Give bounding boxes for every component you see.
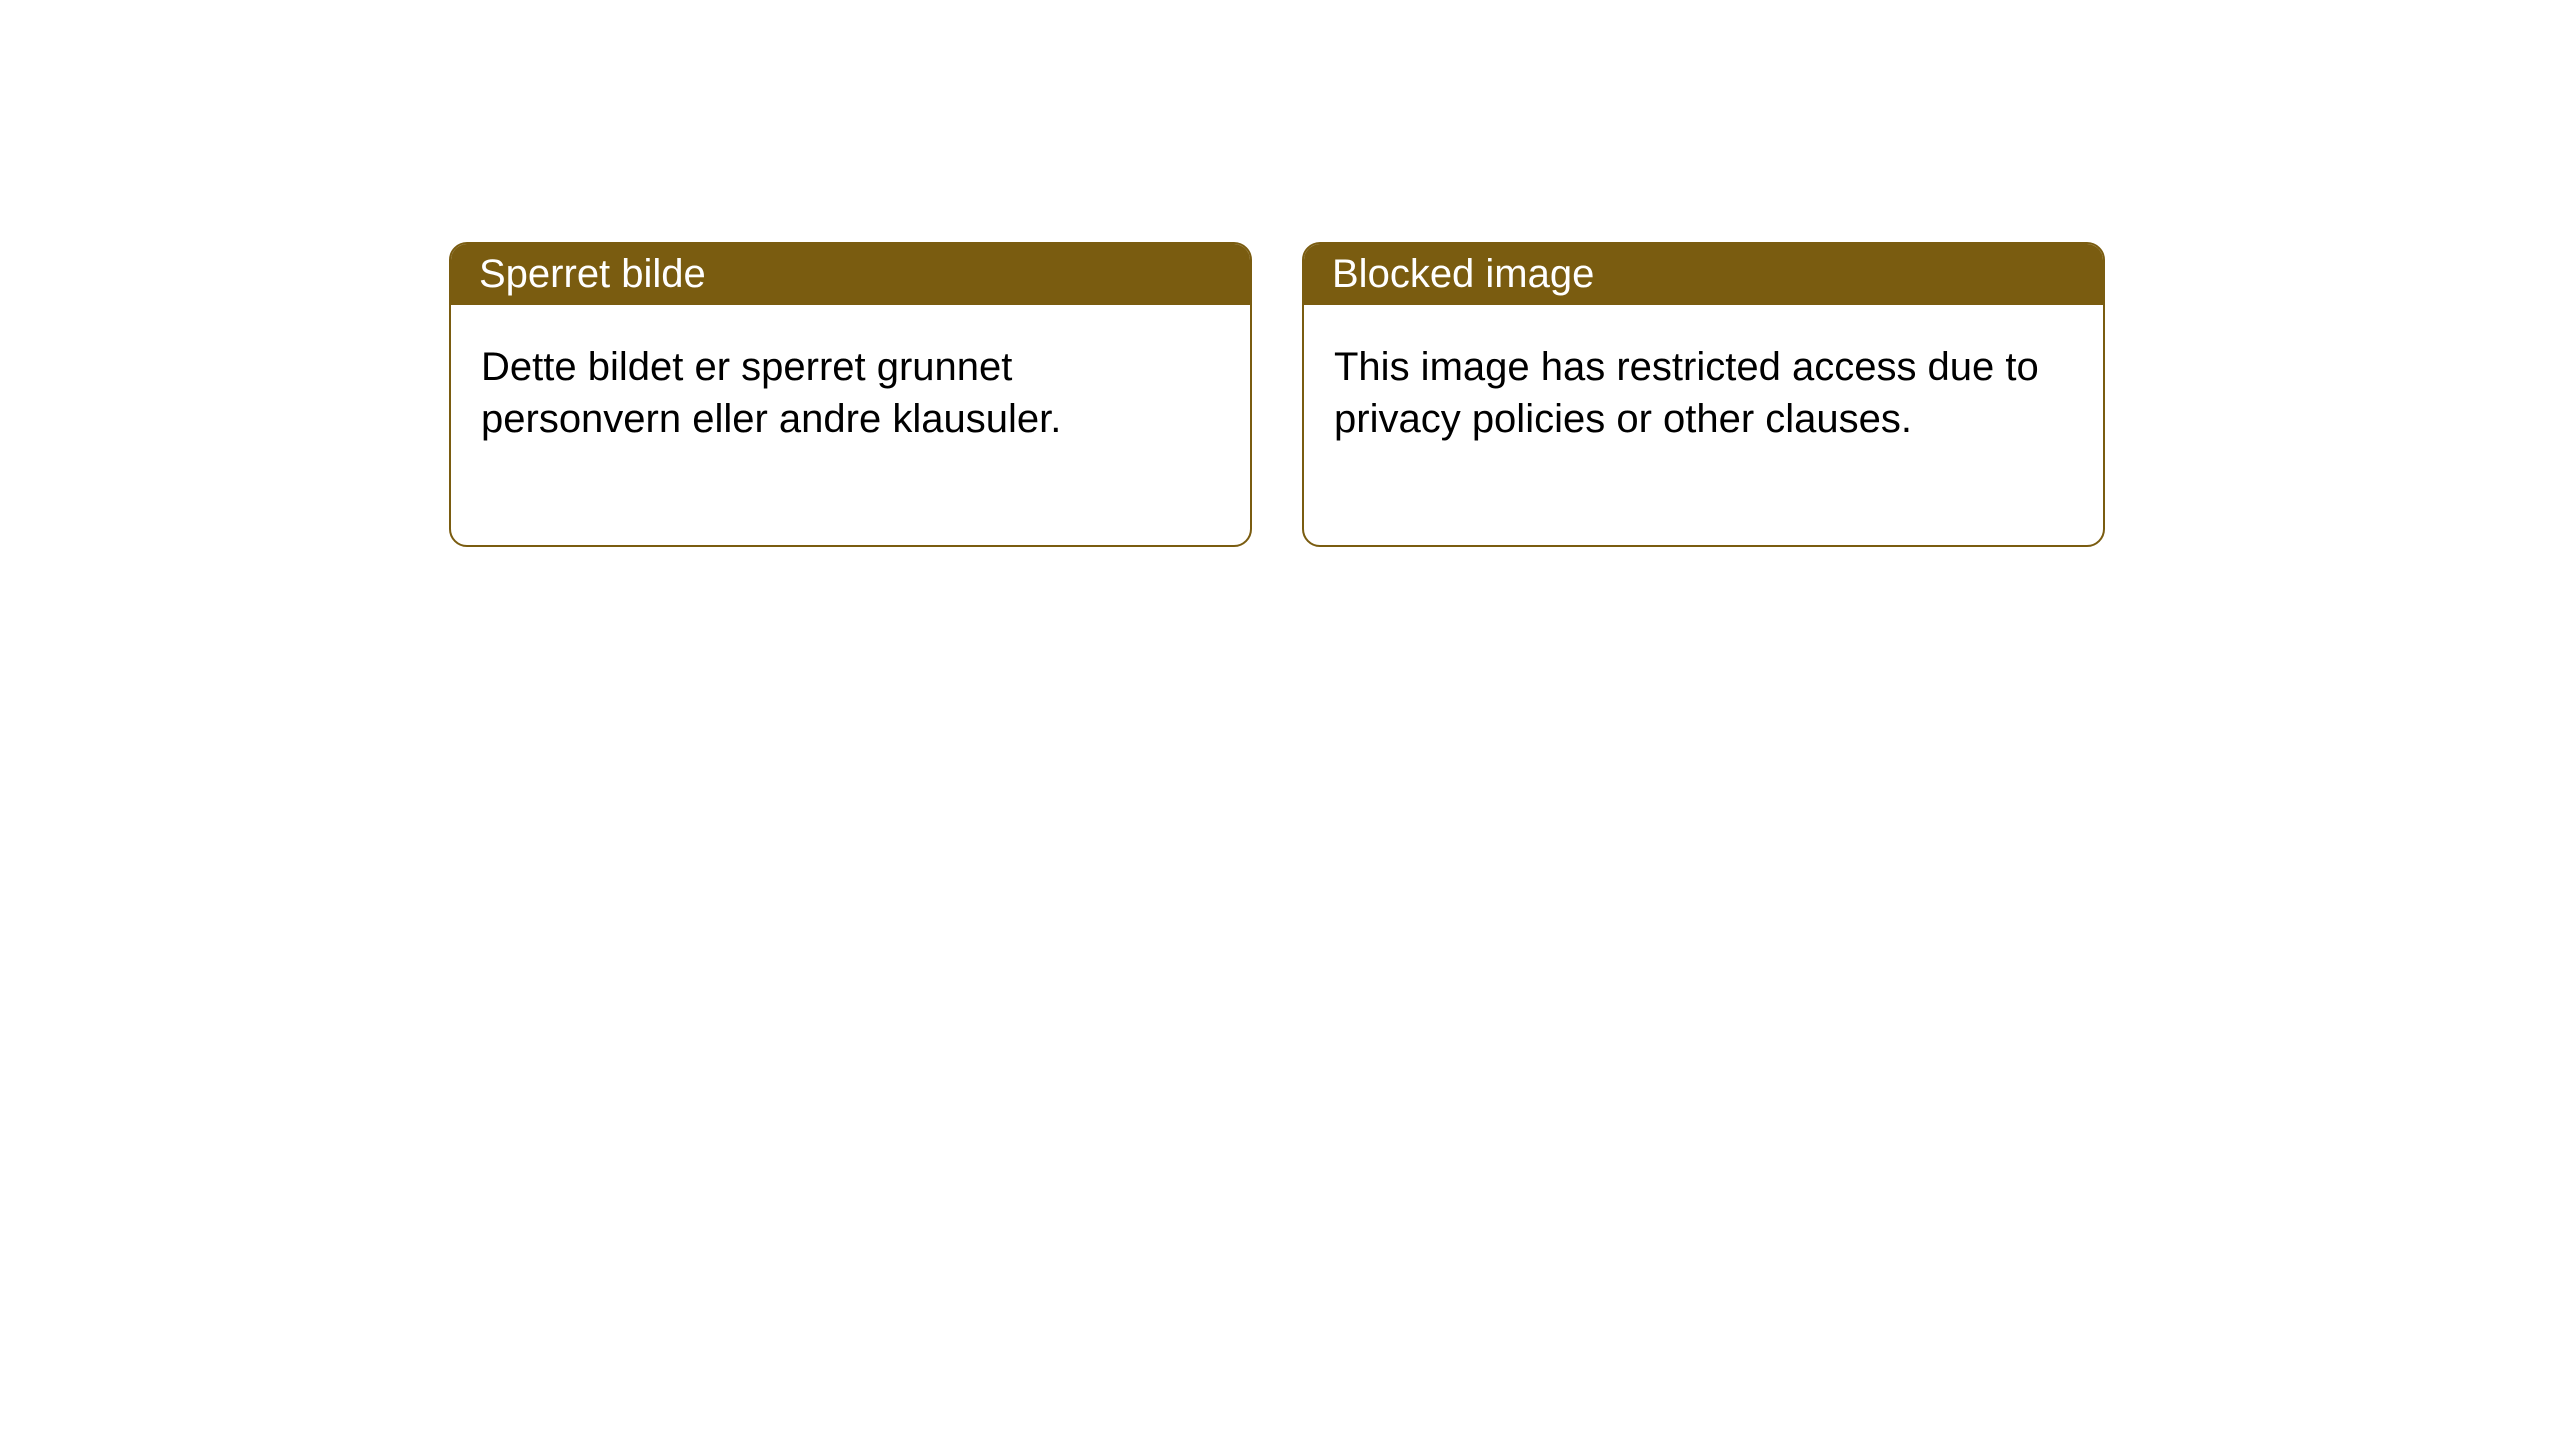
notice-title: Sperret bilde [479, 252, 706, 296]
notice-card-norwegian: Sperret bilde Dette bildet er sperret gr… [449, 242, 1252, 547]
notice-container: Sperret bilde Dette bildet er sperret gr… [449, 242, 2105, 547]
notice-card-english: Blocked image This image has restricted … [1302, 242, 2105, 547]
notice-body-text: This image has restricted access due to … [1334, 345, 2039, 441]
notice-header: Sperret bilde [451, 244, 1250, 305]
notice-header: Blocked image [1304, 244, 2103, 305]
notice-body: Dette bildet er sperret grunnet personve… [451, 305, 1250, 545]
notice-body: This image has restricted access due to … [1304, 305, 2103, 545]
notice-title: Blocked image [1332, 252, 1594, 296]
notice-body-text: Dette bildet er sperret grunnet personve… [481, 345, 1061, 441]
